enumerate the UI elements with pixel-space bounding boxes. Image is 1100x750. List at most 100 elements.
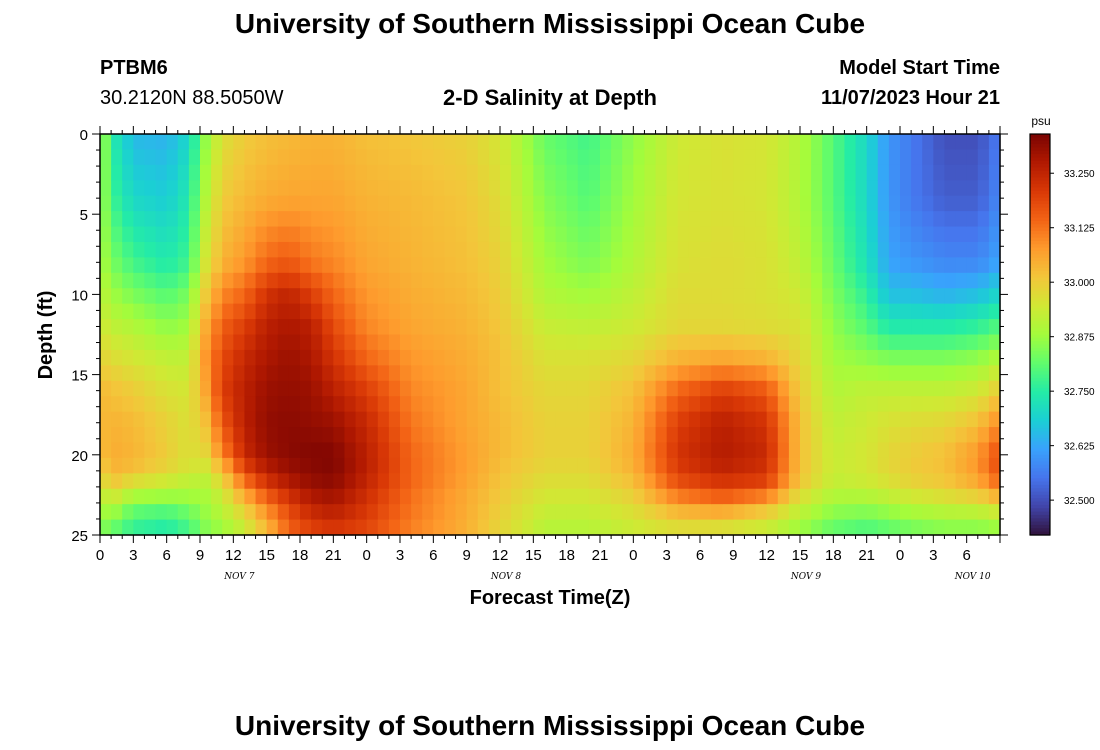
heatmap-cell <box>355 442 368 459</box>
heatmap-cell <box>344 272 357 289</box>
heatmap-cell <box>333 504 346 521</box>
heatmap-cell <box>133 380 146 397</box>
heatmap-cell <box>244 411 257 428</box>
heatmap-cell <box>877 380 890 397</box>
heatmap-cell <box>555 504 568 521</box>
heatmap-cell <box>266 288 279 305</box>
heatmap-cell <box>211 303 223 320</box>
heatmap-cell <box>311 427 323 444</box>
heatmap-cell <box>755 380 768 397</box>
heatmap-cell <box>588 211 601 228</box>
heatmap-cell <box>133 365 146 382</box>
heatmap-cell <box>200 349 212 366</box>
heatmap-cell <box>933 504 946 521</box>
heatmap-cell <box>711 349 723 366</box>
heatmap-cell <box>144 288 157 305</box>
heatmap-cell <box>355 241 368 258</box>
colorbar-swatch <box>1030 351 1050 356</box>
heatmap-cell <box>466 411 479 428</box>
heatmap-cell <box>533 334 546 351</box>
heatmap-cell <box>111 519 123 536</box>
heatmap-cell <box>100 288 112 305</box>
heatmap-cell <box>188 241 201 258</box>
heatmap-cell <box>488 519 501 536</box>
heatmap-cell <box>922 257 934 274</box>
heatmap-cell <box>166 319 179 336</box>
heatmap-cell <box>800 195 812 212</box>
heatmap-cell <box>188 427 201 444</box>
heatmap-cell <box>422 380 434 397</box>
colorbar-swatch <box>1030 297 1050 302</box>
page-title: University of Southern Mississippi Ocean… <box>234 8 866 39</box>
heatmap-cell <box>555 164 568 181</box>
heatmap-cell <box>877 504 890 521</box>
heatmap-cell <box>355 380 368 397</box>
heatmap-cell <box>888 427 901 444</box>
x-tick-label: 21 <box>858 547 875 564</box>
heatmap-cell <box>577 380 590 397</box>
heatmap-cell <box>844 272 857 289</box>
heatmap-cell <box>811 164 823 181</box>
heatmap-cell <box>655 427 668 444</box>
colorbar-swatch <box>1030 284 1050 289</box>
heatmap-cell <box>633 519 646 536</box>
heatmap-cell <box>288 427 301 444</box>
day-label: NOV 7 <box>223 572 254 582</box>
heatmap-cell <box>577 211 590 228</box>
heatmap-cell <box>866 427 879 444</box>
heatmap-cell <box>844 257 857 274</box>
heatmap-cell <box>911 272 923 289</box>
heatmap-cell <box>533 519 546 536</box>
heatmap-cell <box>455 488 468 505</box>
heatmap-cell <box>877 149 890 166</box>
heatmap-cell <box>922 473 934 490</box>
heatmap-cell <box>588 319 601 336</box>
heatmap-cell <box>233 164 246 181</box>
heatmap-cell <box>311 473 323 490</box>
colorbar-swatch <box>1030 227 1050 232</box>
heatmap-cell <box>933 164 946 181</box>
heatmap-cell <box>733 427 746 444</box>
heatmap-cell <box>833 334 846 351</box>
heatmap-cell <box>688 519 701 536</box>
heatmap-cell <box>733 303 746 320</box>
heatmap-cell <box>755 396 768 413</box>
heatmap-cell <box>944 164 957 181</box>
colorbar-swatch <box>1030 274 1050 279</box>
heatmap-cell <box>100 519 112 536</box>
heatmap-cell <box>655 488 668 505</box>
heatmap-cell <box>177 211 190 228</box>
x-tick-label: 6 <box>162 547 170 564</box>
heatmap-cell <box>566 380 579 397</box>
heatmap-cell <box>777 442 790 459</box>
heatmap-cell <box>833 504 846 521</box>
heatmap-cell <box>133 349 146 366</box>
heatmap-cell <box>155 226 168 243</box>
heatmap-cell <box>511 519 523 536</box>
heatmap-cell <box>400 288 412 305</box>
heatmap-cell <box>633 442 646 459</box>
heatmap-cell <box>644 257 657 274</box>
heatmap-cell <box>366 241 379 258</box>
heatmap-cell <box>633 303 646 320</box>
heatmap-cell <box>344 349 357 366</box>
heatmap-cell <box>144 303 157 320</box>
heatmap-cell <box>811 272 823 289</box>
heatmap-cell <box>466 504 479 521</box>
heatmap-cell <box>300 334 312 351</box>
heatmap-cell <box>766 380 779 397</box>
heatmap-cell <box>133 164 146 181</box>
heatmap-cell <box>888 180 901 197</box>
heatmap-cell <box>411 349 423 366</box>
heatmap-cell <box>866 319 879 336</box>
heatmap-cell <box>333 226 346 243</box>
heatmap-cell <box>966 349 979 366</box>
colorbar-swatch <box>1030 451 1050 456</box>
heatmap-cell <box>655 257 668 274</box>
heatmap-cell <box>233 226 246 243</box>
heatmap-cell <box>488 396 501 413</box>
heatmap-cell <box>922 241 934 258</box>
heatmap-cell <box>322 288 334 305</box>
heatmap-cell <box>833 288 846 305</box>
heatmap-cell <box>411 319 423 336</box>
